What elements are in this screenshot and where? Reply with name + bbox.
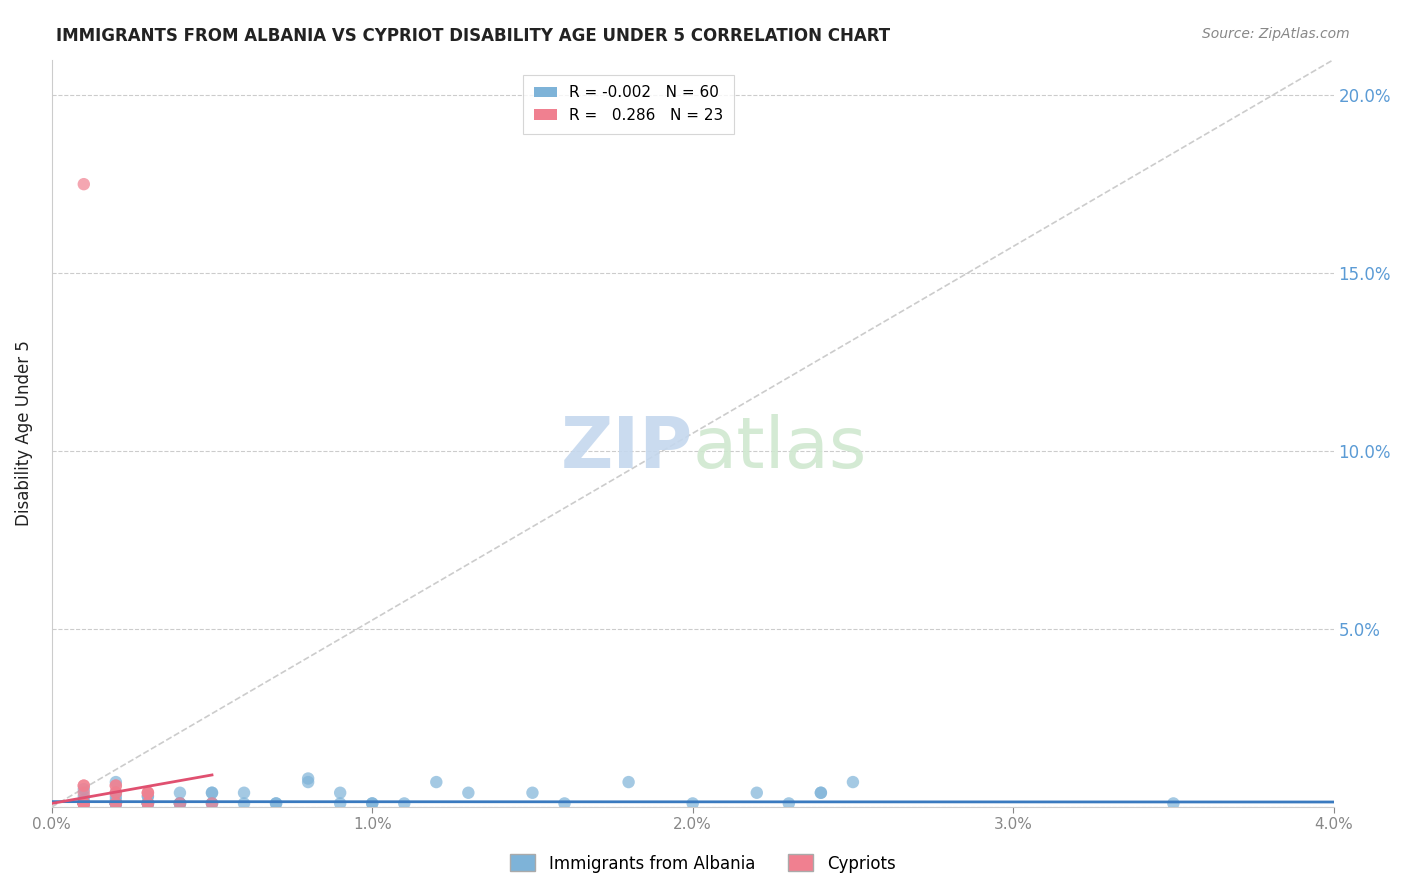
Point bbox=[810, 786, 832, 800]
Point bbox=[201, 797, 224, 811]
Point bbox=[73, 797, 96, 811]
Point bbox=[264, 797, 287, 811]
Point bbox=[104, 797, 127, 811]
Point bbox=[810, 786, 832, 800]
Point bbox=[169, 797, 191, 811]
Point bbox=[136, 789, 159, 804]
Point bbox=[104, 779, 127, 793]
Point bbox=[169, 797, 191, 811]
Point bbox=[73, 797, 96, 811]
Point bbox=[233, 786, 256, 800]
Point bbox=[73, 797, 96, 811]
Point bbox=[104, 786, 127, 800]
Point bbox=[329, 797, 352, 811]
Point bbox=[842, 775, 865, 789]
Point bbox=[745, 786, 768, 800]
Point bbox=[136, 797, 159, 811]
Point bbox=[104, 786, 127, 800]
Point bbox=[73, 797, 96, 811]
Point bbox=[457, 786, 479, 800]
Point bbox=[104, 797, 127, 811]
Point bbox=[522, 786, 544, 800]
Point bbox=[73, 786, 96, 800]
Point bbox=[73, 789, 96, 804]
Point bbox=[136, 797, 159, 811]
Point bbox=[136, 789, 159, 804]
Point bbox=[329, 786, 352, 800]
Point bbox=[73, 797, 96, 811]
Point bbox=[778, 797, 800, 811]
Y-axis label: Disability Age Under 5: Disability Age Under 5 bbox=[15, 341, 32, 526]
Point bbox=[169, 786, 191, 800]
Point bbox=[73, 797, 96, 811]
Point bbox=[361, 797, 384, 811]
Point bbox=[73, 177, 96, 191]
Point bbox=[169, 797, 191, 811]
Point bbox=[104, 779, 127, 793]
Point bbox=[73, 797, 96, 811]
Point bbox=[73, 797, 96, 811]
Point bbox=[201, 797, 224, 811]
Point bbox=[104, 797, 127, 811]
Point bbox=[104, 797, 127, 811]
Point bbox=[201, 797, 224, 811]
Point bbox=[73, 779, 96, 793]
Point bbox=[104, 797, 127, 811]
Point bbox=[169, 797, 191, 811]
Point bbox=[73, 797, 96, 811]
Point bbox=[73, 797, 96, 811]
Point bbox=[104, 797, 127, 811]
Legend: Immigrants from Albania, Cypriots: Immigrants from Albania, Cypriots bbox=[503, 847, 903, 880]
Point bbox=[136, 797, 159, 811]
Point bbox=[73, 797, 96, 811]
Point bbox=[136, 797, 159, 811]
Point bbox=[394, 797, 416, 811]
Point bbox=[297, 775, 319, 789]
Point bbox=[73, 797, 96, 811]
Point bbox=[104, 797, 127, 811]
Point bbox=[136, 786, 159, 800]
Point bbox=[361, 797, 384, 811]
Point bbox=[169, 797, 191, 811]
Point bbox=[73, 797, 96, 811]
Point bbox=[104, 789, 127, 804]
Point bbox=[136, 797, 159, 811]
Point bbox=[425, 775, 447, 789]
Text: IMMIGRANTS FROM ALBANIA VS CYPRIOT DISABILITY AGE UNDER 5 CORRELATION CHART: IMMIGRANTS FROM ALBANIA VS CYPRIOT DISAB… bbox=[56, 27, 890, 45]
Point bbox=[104, 786, 127, 800]
Point bbox=[73, 782, 96, 797]
Point bbox=[553, 797, 575, 811]
Point bbox=[104, 797, 127, 811]
Point bbox=[682, 797, 704, 811]
Point bbox=[297, 772, 319, 786]
Point bbox=[201, 786, 224, 800]
Point bbox=[1163, 797, 1185, 811]
Text: Source: ZipAtlas.com: Source: ZipAtlas.com bbox=[1202, 27, 1350, 41]
Point bbox=[104, 793, 127, 807]
Legend: R = -0.002   N = 60, R =   0.286   N = 23: R = -0.002 N = 60, R = 0.286 N = 23 bbox=[523, 75, 734, 134]
Text: atlas: atlas bbox=[693, 414, 868, 483]
Text: ZIP: ZIP bbox=[561, 414, 693, 483]
Point bbox=[136, 786, 159, 800]
Point bbox=[104, 797, 127, 811]
Point bbox=[233, 797, 256, 811]
Point bbox=[264, 797, 287, 811]
Point bbox=[73, 779, 96, 793]
Point bbox=[136, 797, 159, 811]
Point bbox=[201, 786, 224, 800]
Point bbox=[136, 786, 159, 800]
Point bbox=[136, 797, 159, 811]
Point bbox=[104, 775, 127, 789]
Point bbox=[617, 775, 640, 789]
Point bbox=[73, 793, 96, 807]
